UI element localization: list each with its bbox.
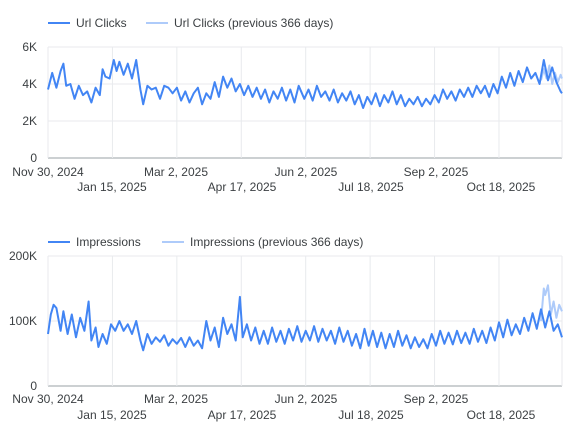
url-clicks-previous-line [540, 64, 563, 85]
chart1-y-tick-6k: 6K [22, 40, 37, 54]
chart1-x-tick-oct18: Oct 18, 2025 [467, 180, 536, 194]
chart1-x-tick-jan15: Jan 15, 2025 [77, 180, 147, 194]
chart1-y-axis: 0 2K 4K 6K [22, 40, 37, 165]
chart2-x-tick-oct18: Oct 18, 2025 [467, 408, 536, 422]
chart2-y-tick-0: 0 [30, 379, 37, 393]
chart2-x-axis: Nov 30, 2024 Mar 2, 2025 Jun 2, 2025 Sep… [12, 392, 535, 422]
chart1-x-axis: Nov 30, 2024 Mar 2, 2025 Jun 2, 2025 Sep… [12, 165, 535, 194]
chart2-y-axis: 0 100K 200K [9, 249, 37, 393]
chart2-y-tick-100k: 100K [9, 314, 37, 328]
chart1-y-tick-4k: 4K [22, 77, 37, 91]
chart1-y-tick-0: 0 [30, 151, 37, 165]
chart2-x-tick-jun2: Jun 2, 2025 [275, 392, 338, 406]
chart2-gridlines [47, 255, 563, 387]
chart2-x-tick-sep2: Sep 2, 2025 [404, 392, 469, 406]
chart2-x-tick-nov30: Nov 30, 2024 [12, 392, 84, 406]
chart2-x-tick-jan15: Jan 15, 2025 [77, 408, 147, 422]
chart1-x-tick-mar2: Mar 2, 2025 [144, 165, 208, 179]
legend-label-impressions: Impressions [76, 235, 141, 249]
legend-label-impressions-previous: Impressions (previous 366 days) [190, 235, 363, 249]
chart2-x-tick-jul18: Jul 18, 2025 [338, 408, 404, 422]
chart2-x-tick-mar2: Mar 2, 2025 [144, 392, 208, 406]
legend-label-url-clicks-previous: Url Clicks (previous 366 days) [174, 16, 333, 30]
chart2-legend: Impressions Impressions (previous 366 da… [48, 235, 363, 249]
chart1-x-tick-nov30: Nov 30, 2024 [12, 165, 84, 179]
url-clicks-line [47, 59, 563, 109]
impressions-previous-line [540, 284, 563, 322]
impressions-line [47, 295, 563, 352]
chart2-y-tick-200k: 200K [9, 249, 37, 263]
url-clicks-chart: Url Clicks Url Clicks (previous 366 days… [12, 16, 563, 194]
chart1-x-tick-sep2: Sep 2, 2025 [404, 165, 469, 179]
chart1-legend: Url Clicks Url Clicks (previous 366 days… [48, 16, 333, 30]
impressions-chart: Impressions Impressions (previous 366 da… [9, 235, 563, 422]
chart1-x-tick-apr17: Apr 17, 2025 [208, 180, 277, 194]
chart1-x-tick-jun2: Jun 2, 2025 [275, 165, 338, 179]
chart1-x-tick-jul18: Jul 18, 2025 [338, 180, 404, 194]
chart2-x-tick-apr17: Apr 17, 2025 [208, 408, 277, 422]
chart1-gridlines [47, 46, 563, 159]
chart1-y-tick-2k: 2K [22, 114, 37, 128]
legend-label-url-clicks: Url Clicks [76, 16, 127, 30]
